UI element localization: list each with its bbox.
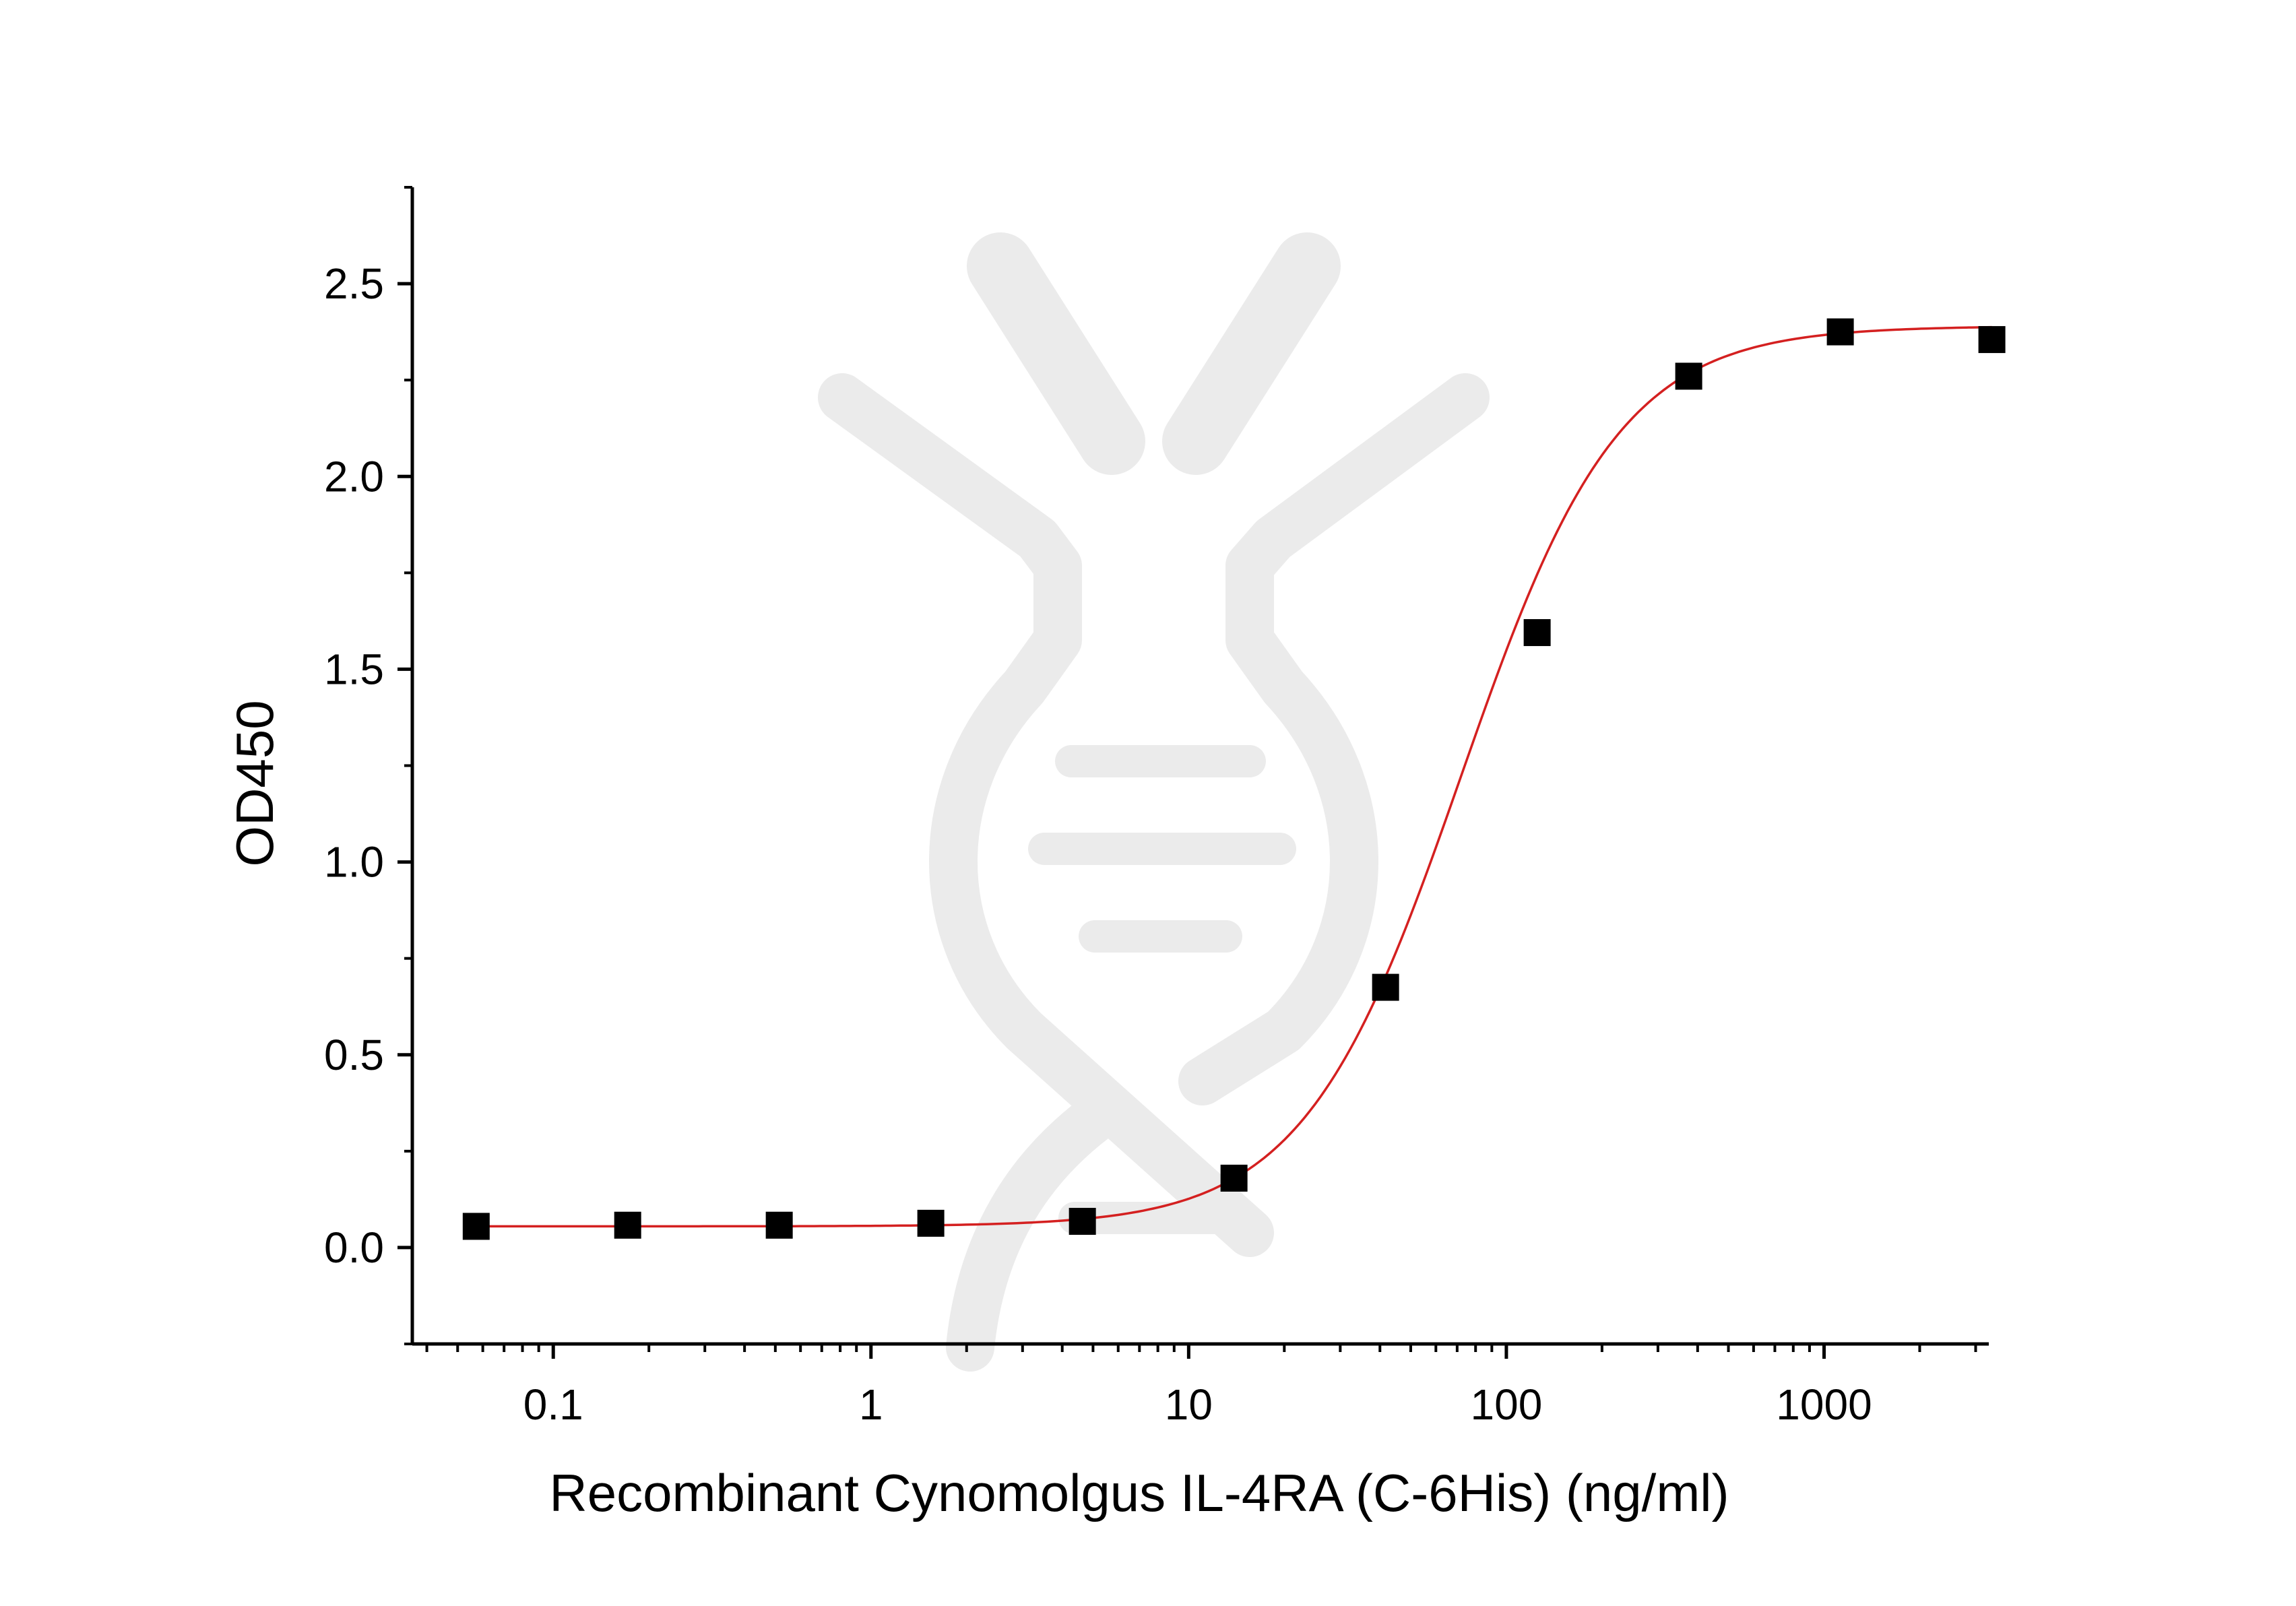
axes: 0.0 0.5 1.0 1.5 2.0 2.5 0.1 1 10 100 1000 bbox=[324, 186, 1989, 1429]
x-axis-title: Recombinant Cynomolgus IL-4RA (C-6His) (… bbox=[549, 1463, 1729, 1522]
dna-watermark-logo bbox=[818, 232, 1490, 1372]
data-point bbox=[1372, 973, 1399, 1001]
data-point bbox=[462, 1213, 490, 1240]
y-tick-label: 1.5 bbox=[324, 645, 384, 693]
data-point bbox=[765, 1211, 793, 1239]
y-tick-label: 2.0 bbox=[324, 452, 384, 501]
data-point bbox=[1826, 318, 1854, 346]
data-point bbox=[917, 1209, 945, 1237]
data-point bbox=[1523, 619, 1551, 647]
y-tick-label: 1.0 bbox=[324, 838, 384, 887]
data-point bbox=[1220, 1164, 1248, 1192]
data-point bbox=[1675, 362, 1702, 390]
x-tick-label: 100 bbox=[1471, 1380, 1543, 1429]
y-axis-title: OD450 bbox=[225, 700, 284, 866]
data-point bbox=[1069, 1207, 1096, 1235]
x-tick-label: 1000 bbox=[1776, 1380, 1872, 1429]
y-tick-label: 0.0 bbox=[324, 1223, 384, 1272]
x-tick-label: 1 bbox=[859, 1380, 883, 1429]
data-points-layer bbox=[462, 318, 2006, 1240]
x-tick-label: 10 bbox=[1165, 1380, 1213, 1429]
data-point bbox=[1978, 326, 2006, 354]
y-tick-label: 0.5 bbox=[324, 1031, 384, 1079]
data-point bbox=[614, 1211, 641, 1239]
y-tick-label: 2.5 bbox=[324, 259, 384, 308]
x-tick-label: 0.1 bbox=[523, 1380, 583, 1429]
